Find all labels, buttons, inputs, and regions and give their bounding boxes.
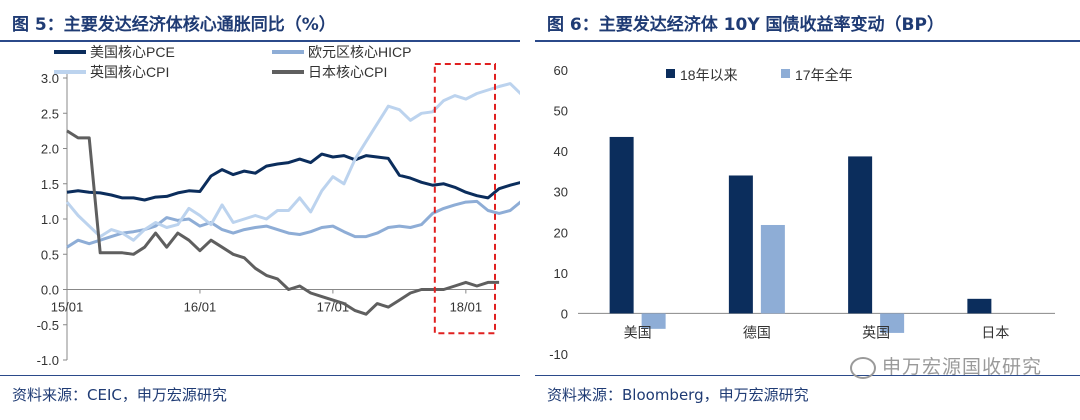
chart2-category-label: 德国 bbox=[743, 324, 771, 340]
bar-since-2018 bbox=[848, 156, 873, 314]
chart2-y-tick-label: 60 bbox=[554, 63, 568, 78]
chart1-title-rule bbox=[0, 40, 520, 42]
yield-bar-chart: -10 0 10 20 30 40 50 60 美国 德国 英国 日本 18年以来 17年全年 bbox=[549, 63, 1055, 362]
series-line-4 bbox=[66, 129, 500, 316]
chart1-title: 图 5：主要发达经济体核心通胀同比（%） bbox=[12, 15, 336, 35]
chart2-y-tick-label: 50 bbox=[554, 104, 568, 119]
chart2-y-tick-label: 10 bbox=[554, 266, 568, 281]
watermark: 申万宏源国收研究 bbox=[849, 352, 1042, 379]
watermark-text: 申万宏源国收研究 bbox=[881, 356, 1042, 378]
chart2-y-tick-label: 40 bbox=[554, 144, 568, 159]
bar-since-2018 bbox=[609, 136, 634, 314]
legend-label: 18年以来 bbox=[680, 67, 738, 83]
chart2-category-label: 日本 bbox=[981, 324, 1009, 340]
chart2-source: 资料来源：Bloomberg，申万宏源研究 bbox=[547, 386, 809, 404]
legend-label: 英国核心CPI bbox=[90, 64, 169, 80]
chart1-x-tick-label: 16/01 bbox=[184, 300, 217, 315]
legend-label: 欧元区核心HICP bbox=[308, 44, 411, 60]
bar-full-2017 bbox=[760, 224, 785, 314]
chart1-y-tick-label: 1.5 bbox=[41, 177, 59, 192]
inflation-line-chart: -1.0 -0.5 0.0 0.5 1.0 1.5 2.0 2.5 3.0 15/01 16/01 1… bbox=[37, 44, 520, 368]
chart1-y-tick-label: 1.0 bbox=[41, 212, 59, 227]
highlight-box bbox=[433, 63, 496, 335]
legend-label: 日本核心CPI bbox=[308, 64, 387, 80]
chart2-y-tick-label: 30 bbox=[554, 185, 568, 200]
chart2-y-tick-label: 0 bbox=[561, 306, 568, 321]
legend-label: 美国核心PCE bbox=[90, 44, 175, 60]
legend-swatch bbox=[666, 69, 675, 78]
chart1-y-tick-label: 2.5 bbox=[41, 106, 59, 121]
chart1-y-tick-label: -0.5 bbox=[37, 318, 59, 333]
chart1-y-tick-label: 2.0 bbox=[41, 142, 59, 157]
chart1-y-tick-label: 0.0 bbox=[41, 283, 59, 298]
series-line-3 bbox=[65, 82, 520, 242]
chart2-y-tick-label: -10 bbox=[549, 347, 568, 362]
chart1-x-tick-label: 18/01 bbox=[450, 300, 483, 315]
chart1-x-tick-label: 17/01 bbox=[317, 300, 350, 315]
chart1-y-tick-label: 3.0 bbox=[41, 71, 59, 86]
inflation-chart-panel: 图 5：主要发达经济体核心通胀同比（%） -1.0 -0.5 0.0 0.5 1.0 1.… bbox=[0, 0, 520, 420]
legend-swatch bbox=[781, 69, 790, 78]
bar-full-2017 bbox=[880, 313, 905, 333]
series-line-1 bbox=[66, 152, 520, 202]
chart2-category-label: 美国 bbox=[624, 324, 652, 340]
chart2-y-tick-label: 20 bbox=[554, 225, 568, 240]
chart1-source-rule bbox=[0, 375, 520, 376]
chart1-source: 资料来源：CEIC，申万宏源研究 bbox=[12, 386, 227, 404]
wechat-icon bbox=[849, 356, 876, 379]
chart1-y-tick-label: 0.5 bbox=[41, 247, 59, 262]
chart2-source-rule bbox=[535, 375, 1080, 376]
chart2-category-label: 英国 bbox=[862, 324, 890, 340]
chart1-x-tick-label: 15/01 bbox=[51, 300, 84, 315]
bar-since-2018 bbox=[967, 298, 992, 314]
chart2-title: 图 6：主要发达经济体 10Y 国债收益率变动（BP） bbox=[547, 15, 944, 35]
bar-full-2017 bbox=[641, 313, 666, 329]
bar-since-2018 bbox=[728, 175, 753, 314]
chart2-title-rule bbox=[535, 40, 1080, 42]
chart1-y-tick-label: -1.0 bbox=[37, 353, 59, 368]
yield-chart-panel: 图 6：主要发达经济体 10Y 国债收益率变动（BP） -10 0 10 20 30 40… bbox=[535, 0, 1080, 420]
legend-label: 17年全年 bbox=[795, 67, 853, 83]
